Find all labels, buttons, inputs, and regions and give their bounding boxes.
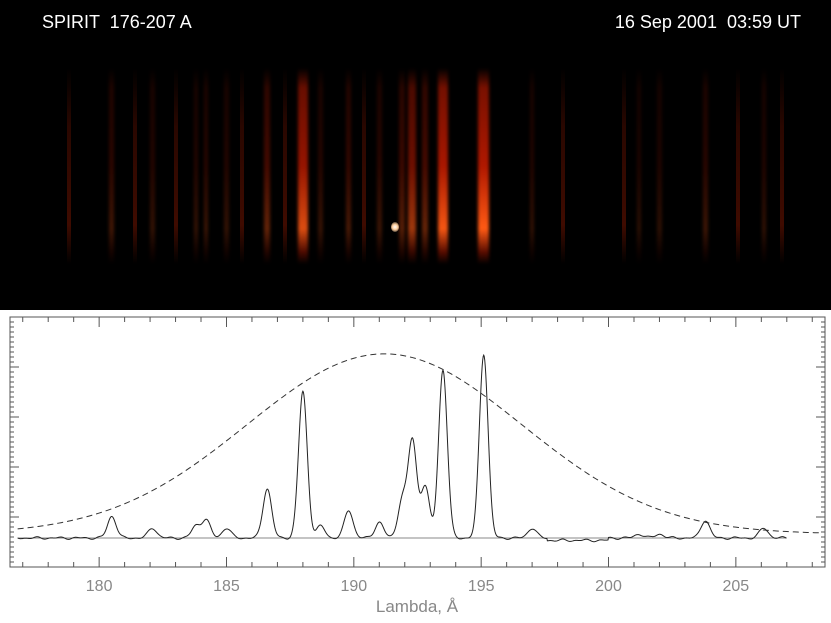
envelope-curve: [17, 353, 820, 534]
faint-emission-band: [173, 68, 178, 264]
faint-emission-band: [560, 68, 565, 264]
datetime-label: 16 Sep 2001 03:59 UT: [614, 12, 801, 32]
faint-emission-band: [362, 68, 367, 264]
emission-line-band: [376, 68, 382, 264]
emission-line-band: [657, 68, 662, 264]
right-axis-ticks: [816, 316, 825, 568]
emission-line-band: [437, 68, 449, 264]
emission-line-band: [477, 68, 490, 264]
emission-line-band: [529, 68, 535, 264]
x-tick-label: 190: [340, 578, 367, 595]
emission-line-band: [318, 68, 323, 264]
emission-line-band: [193, 68, 199, 264]
x-axis-label: Lambda, Å: [376, 597, 459, 616]
emission-line-band: [203, 68, 209, 264]
faint-emission-band: [283, 68, 288, 264]
spectrum-line: [17, 353, 787, 543]
bright-kernel: [390, 222, 399, 232]
faint-emission-band: [621, 68, 626, 264]
x-axis-ticks: [22, 317, 813, 567]
emission-line-band: [761, 68, 767, 264]
left-axis-ticks: [10, 316, 19, 568]
emission-line-band: [408, 68, 417, 264]
emission-line-band: [702, 68, 708, 264]
spectroheliogram-image: SPIRIT 176-207 A 16 Sep 2001 03:59 UT: [0, 0, 831, 310]
emission-line-band: [264, 68, 271, 264]
emission-line-band: [346, 68, 352, 264]
faint-emission-band: [779, 68, 784, 264]
x-tick-label: 180: [86, 578, 113, 595]
emission-line-band: [399, 68, 405, 264]
faint-emission-band: [239, 68, 244, 264]
faint-emission-band: [736, 68, 741, 264]
x-axis-tick-labels: 180 185 190 195 200 205: [86, 578, 750, 595]
instrument-label: SPIRIT 176-207 A: [42, 12, 192, 32]
emission-line-band: [636, 68, 642, 264]
x-tick-label: 200: [595, 578, 622, 595]
faint-emission-band: [132, 68, 137, 264]
emission-line-band: [422, 68, 429, 264]
emission-line-band: [224, 68, 229, 264]
emission-line-band: [297, 68, 308, 264]
faint-emission-band: [66, 68, 71, 264]
emission-line-band: [150, 68, 155, 264]
intensity-plot: 180 185 190 195 200 205 Lambda, Å: [9, 316, 826, 616]
x-tick-label: 205: [723, 578, 750, 595]
x-tick-label: 185: [213, 578, 240, 595]
plot-frame: [9, 316, 826, 568]
emission-line-band: [109, 68, 115, 264]
x-tick-label: 195: [468, 578, 495, 595]
